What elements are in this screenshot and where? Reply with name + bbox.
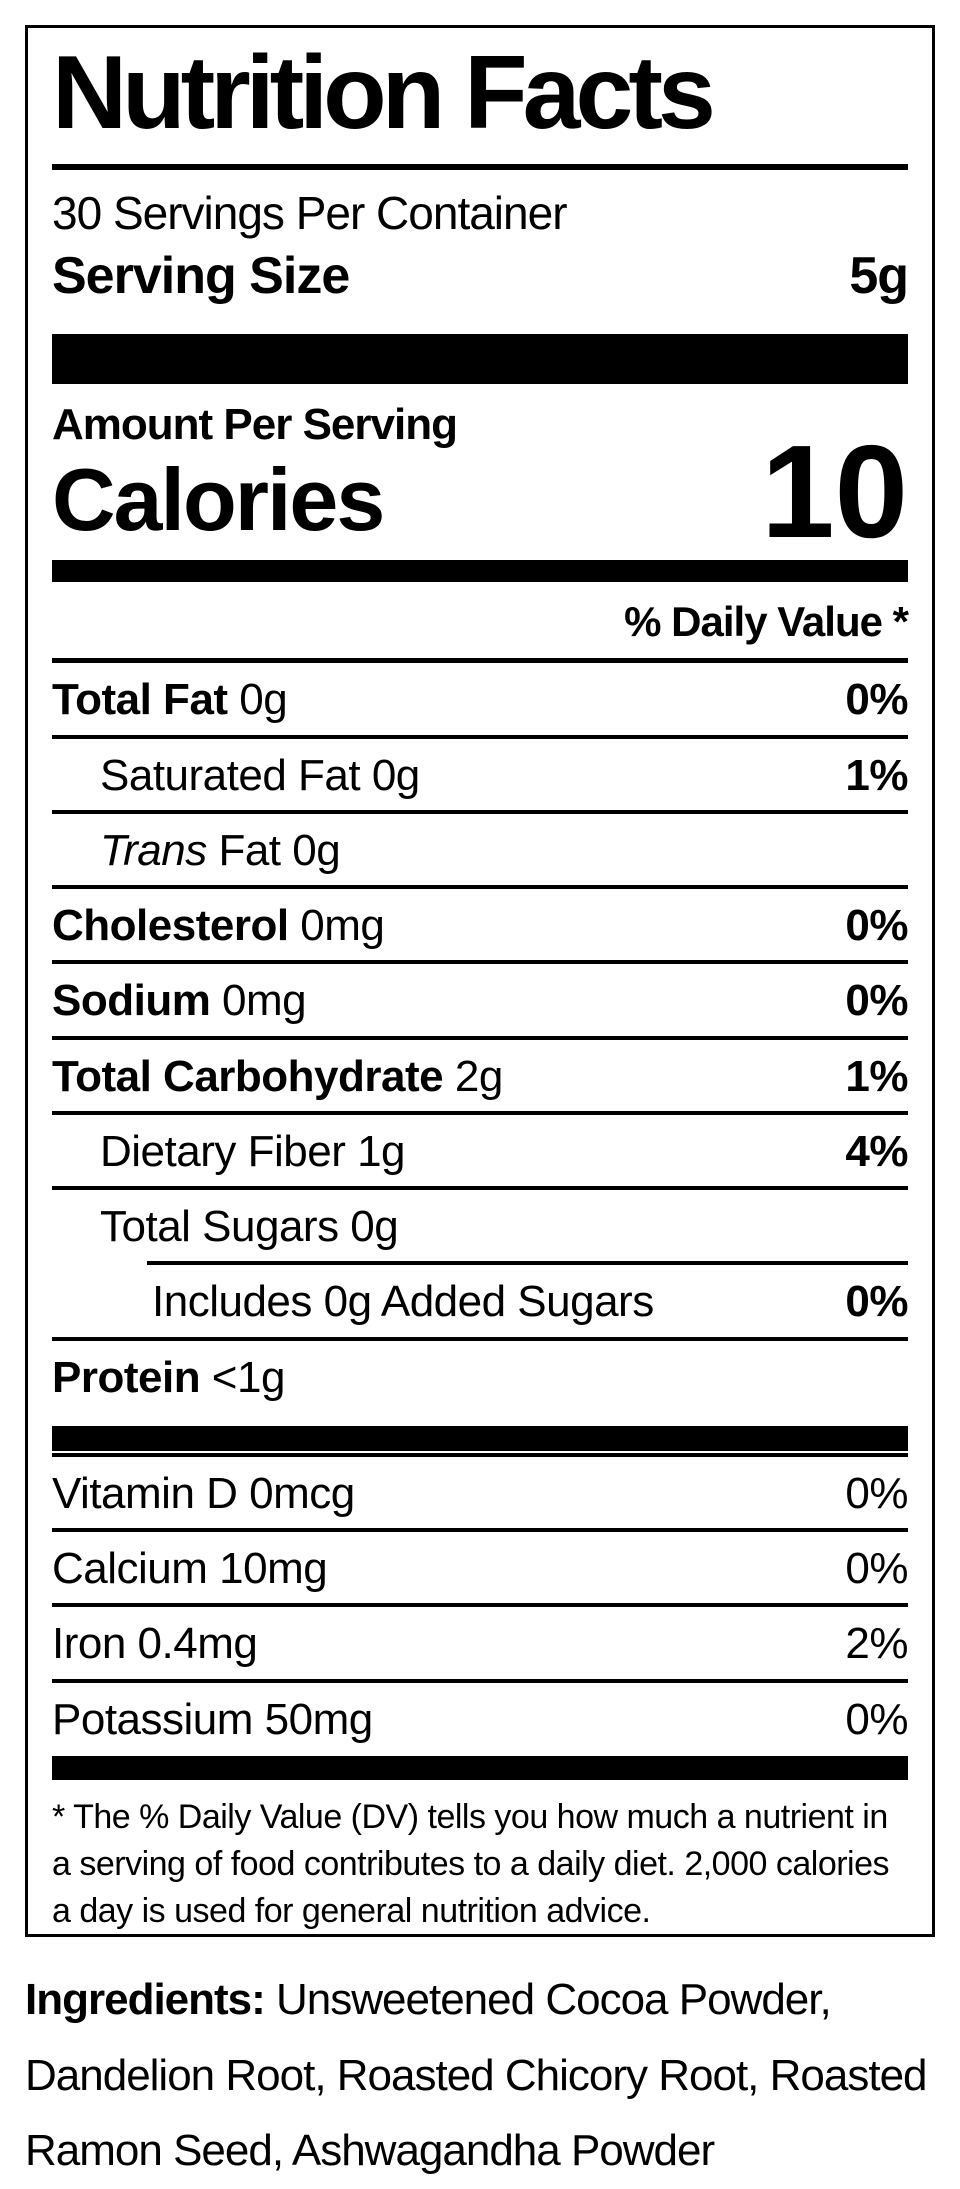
nutrient-amount: Includes 0g Added Sugars bbox=[152, 1277, 654, 1327]
nutrient-daily-value: 4% bbox=[845, 1126, 908, 1176]
nutrition-label: Nutrition Facts 30 Servings Per Containe… bbox=[25, 25, 935, 1937]
ingredients-label: Ingredients: bbox=[25, 1975, 266, 2024]
nutrient-row: Protein <1g bbox=[52, 1336, 908, 1412]
calories-label: Calories bbox=[52, 450, 385, 550]
nutrient-row: Sodium 0mg 0% bbox=[52, 964, 908, 1040]
serving-size-value: 5g bbox=[849, 247, 909, 306]
nutrient-name: Sodium 0mg bbox=[52, 976, 307, 1026]
nutrient-row: Total Sugars 0g bbox=[52, 1190, 908, 1261]
nutrient-row: Iron 0.4mg 2% bbox=[52, 1607, 908, 1683]
nutrient-row: Cholesterol 0mg 0% bbox=[52, 889, 908, 965]
serving-size-label: Serving Size bbox=[52, 247, 350, 306]
nutrient-daily-value: 0% bbox=[845, 675, 908, 725]
calories-left: Amount Per Serving Calories bbox=[52, 400, 458, 550]
nutrient-name: Protein <1g bbox=[52, 1353, 285, 1402]
nutrient-amount: 0mg bbox=[210, 976, 307, 1026]
nutrient-amount: Potassium 50mg bbox=[52, 1694, 373, 1744]
nutrient-amount: <1g bbox=[200, 1352, 286, 1402]
nutrient-name: Potassium 50mg bbox=[52, 1695, 373, 1744]
nutrient-name-bold: Total Carbohydrate bbox=[52, 1051, 444, 1101]
nutrient-row: Saturated Fat 0g 1% bbox=[52, 739, 908, 814]
nutrient-amount: 0mg bbox=[288, 901, 385, 951]
nutrient-name-bold: Cholesterol bbox=[52, 901, 289, 951]
daily-value-header: % Daily Value * bbox=[52, 582, 909, 664]
servings-per-container: 30 Servings Per Container bbox=[52, 187, 568, 240]
nutrient-amount: Fat 0g bbox=[206, 825, 341, 875]
ingredients: Ingredients: Unsweetened Cocoa Powder, D… bbox=[25, 1962, 940, 2189]
nutrient-daily-value: 1% bbox=[845, 1051, 908, 1101]
nutrient-row: Total Carbohydrate 2g 1% bbox=[52, 1040, 908, 1115]
nutrient-name: Dietary Fiber 1g bbox=[100, 1126, 406, 1176]
nutrient-name: Total Sugars 0g bbox=[100, 1202, 399, 1252]
nutrient-daily-value: 0% bbox=[845, 1468, 908, 1518]
label-title: Nutrition Facts bbox=[52, 35, 716, 151]
nutrient-amount: Dietary Fiber 1g bbox=[100, 1126, 406, 1176]
footnote-divider-bar bbox=[52, 1755, 908, 1780]
nutrient-row: Vitamin D 0mcg 0% bbox=[52, 1457, 908, 1533]
nutrient-amount: Calcium 10mg bbox=[52, 1544, 328, 1594]
title-rule bbox=[52, 164, 908, 171]
nutrient-daily-value: 0% bbox=[845, 901, 908, 951]
calories-section: Amount Per Serving Calories 10 bbox=[52, 384, 908, 560]
nutrient-name: Iron 0.4mg bbox=[52, 1619, 258, 1669]
nutrient-amount: Total Sugars 0g bbox=[100, 1202, 399, 1252]
nutrient-row: Dietary Fiber 1g 4% bbox=[52, 1115, 908, 1191]
nutrient-daily-value: 0% bbox=[845, 1544, 908, 1594]
medium-divider-bar bbox=[52, 560, 908, 583]
nutrient-name: Vitamin D 0mcg bbox=[52, 1469, 355, 1518]
thick-divider-bar bbox=[52, 334, 908, 385]
nutrient-name: Total Fat 0g bbox=[52, 675, 288, 725]
serving-size-row: Serving Size 5g bbox=[52, 246, 909, 306]
nutrient-amount: 2g bbox=[443, 1051, 503, 1101]
amount-per-serving-label: Amount Per Serving bbox=[52, 400, 458, 450]
calories-value: 10 bbox=[761, 417, 908, 565]
nutrient-daily-value: 0% bbox=[845, 976, 908, 1026]
nutrient-row: Trans Fat 0g bbox=[52, 814, 908, 890]
nutrient-amount: Iron 0.4mg bbox=[52, 1619, 258, 1669]
nutrient-name: Trans Fat 0g bbox=[100, 825, 341, 875]
nutrient-daily-value: 0% bbox=[845, 1694, 908, 1744]
nutrient-name-bold: Total Fat bbox=[52, 675, 228, 725]
nutrient-row: Potassium 50mg 0% bbox=[52, 1683, 908, 1754]
added-sugars-wrap: Includes 0g Added Sugars 0% bbox=[147, 1261, 908, 1336]
nutrient-name-bold: Sodium bbox=[52, 976, 211, 1026]
nutrient-name-italic: Trans bbox=[100, 825, 207, 875]
nutrient-amount: Vitamin D 0mcg bbox=[52, 1468, 355, 1518]
nutrient-name: Calcium 10mg bbox=[52, 1544, 328, 1594]
nutrient-daily-value: 2% bbox=[845, 1619, 908, 1669]
nutrient-row: Total Fat 0g 0% bbox=[52, 663, 908, 739]
nutrient-name: Cholesterol 0mg bbox=[52, 901, 385, 951]
nutrient-name: Includes 0g Added Sugars bbox=[152, 1277, 654, 1326]
nutrient-daily-value: 0% bbox=[845, 1277, 908, 1327]
ingredients-text: Unsweetened Cocoa Powder, Dandelion Root… bbox=[25, 1975, 928, 2176]
nutrient-daily-value: 1% bbox=[845, 750, 908, 800]
nutrient-name: Total Carbohydrate 2g bbox=[52, 1052, 503, 1101]
protein-divider-bar bbox=[52, 1425, 908, 1457]
nutrient-row: Calcium 10mg 0% bbox=[52, 1532, 908, 1608]
nutrient-row: Includes 0g Added Sugars 0% bbox=[147, 1265, 908, 1336]
nutrient-name: Saturated Fat 0g bbox=[100, 751, 420, 800]
nutrient-amount: Saturated Fat 0g bbox=[100, 750, 420, 800]
nutrient-name-bold: Protein bbox=[52, 1352, 201, 1402]
footnote: * The % Daily Value (DV) tells you how m… bbox=[52, 1797, 890, 1930]
nutrient-amount: 0g bbox=[227, 675, 288, 725]
